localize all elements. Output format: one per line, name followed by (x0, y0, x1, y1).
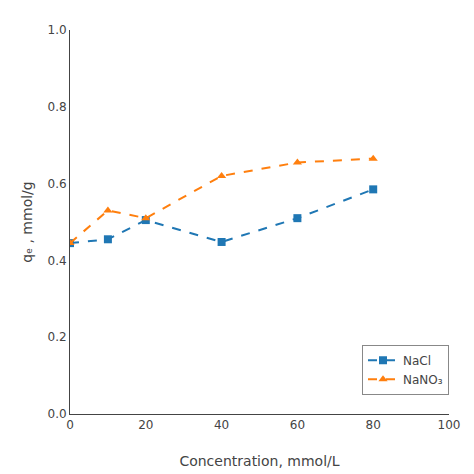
svg-text:0.8: 0.8 (48, 100, 67, 114)
svg-text:qₑ , mmol/g: qₑ , mmol/g (19, 181, 35, 262)
svg-text:1.0: 1.0 (48, 23, 67, 37)
svg-text:40: 40 (214, 418, 229, 432)
svg-text:0.6: 0.6 (48, 177, 67, 191)
svg-text:0.4: 0.4 (48, 254, 67, 268)
svg-text:100: 100 (438, 418, 461, 432)
svg-text:0.2: 0.2 (48, 330, 67, 344)
svg-text:0: 0 (66, 418, 74, 432)
svg-text:Concentration, mmol/L: Concentration, mmol/L (179, 453, 339, 469)
svg-text:NaCl: NaCl (403, 354, 431, 368)
svg-text:60: 60 (290, 418, 305, 432)
svg-text:20: 20 (138, 418, 153, 432)
svg-text:0.0: 0.0 (48, 407, 67, 421)
svg-text:80: 80 (366, 418, 381, 432)
svg-text:NaNO₃: NaNO₃ (403, 373, 443, 387)
